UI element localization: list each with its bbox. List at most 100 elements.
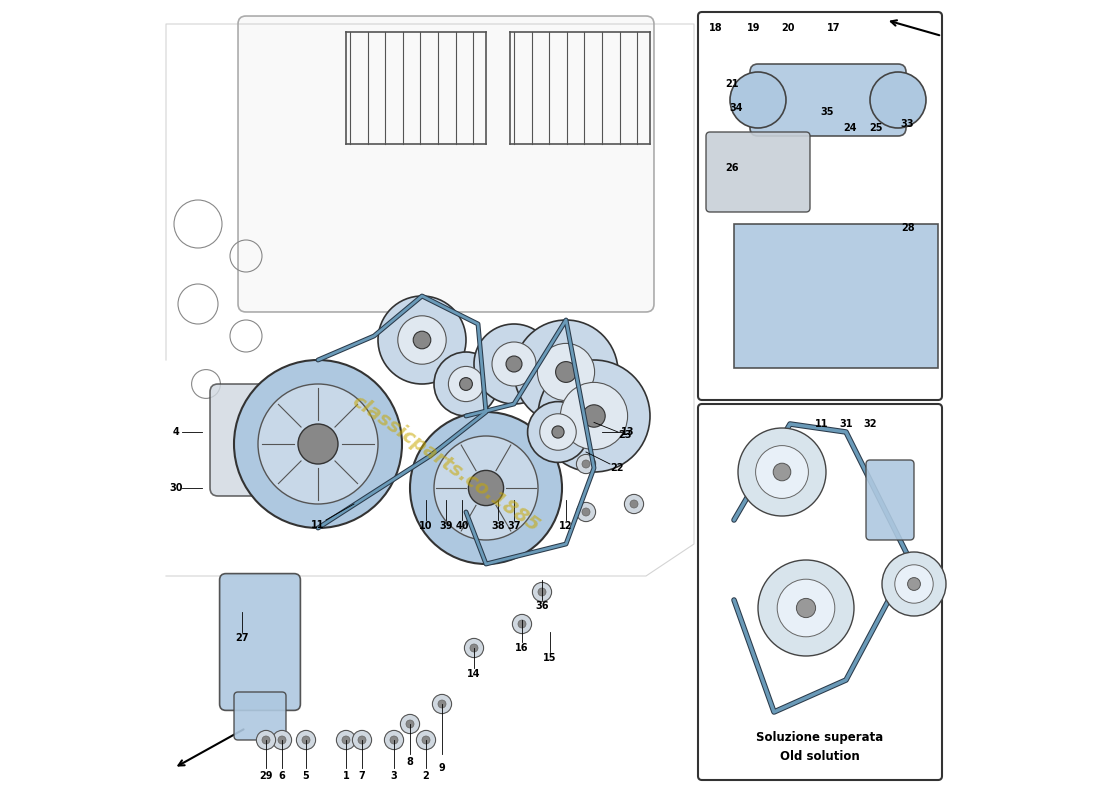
Circle shape [410, 412, 562, 564]
Circle shape [538, 588, 546, 596]
Circle shape [630, 500, 638, 508]
Circle shape [422, 736, 430, 744]
Circle shape [908, 578, 921, 590]
Text: Old solution: Old solution [780, 750, 859, 762]
Text: 36: 36 [536, 601, 549, 611]
Circle shape [342, 736, 350, 744]
Circle shape [432, 694, 452, 714]
Circle shape [470, 644, 478, 652]
Text: 31: 31 [839, 419, 853, 429]
Circle shape [298, 424, 338, 464]
Circle shape [460, 378, 472, 390]
Circle shape [337, 730, 355, 750]
Text: 10: 10 [419, 521, 432, 531]
Circle shape [398, 316, 447, 364]
Circle shape [278, 736, 286, 744]
Circle shape [384, 730, 404, 750]
Text: 15: 15 [543, 653, 557, 663]
Text: 27: 27 [235, 633, 249, 643]
Circle shape [492, 342, 536, 386]
Text: 3: 3 [390, 771, 397, 782]
Circle shape [540, 414, 576, 450]
Text: 6: 6 [278, 771, 285, 782]
Text: 11: 11 [815, 419, 828, 429]
Circle shape [738, 428, 826, 516]
Circle shape [234, 360, 402, 528]
Circle shape [576, 454, 595, 474]
Circle shape [576, 502, 595, 522]
Text: 35: 35 [821, 107, 835, 117]
Circle shape [552, 426, 564, 438]
Circle shape [778, 579, 835, 637]
Circle shape [449, 366, 484, 402]
Circle shape [758, 560, 854, 656]
Circle shape [406, 720, 414, 728]
Circle shape [882, 552, 946, 616]
FancyBboxPatch shape [698, 404, 942, 780]
Text: 14: 14 [468, 669, 481, 679]
Circle shape [400, 714, 419, 734]
Circle shape [464, 638, 484, 658]
Circle shape [469, 470, 504, 506]
Circle shape [390, 736, 398, 744]
Text: 28: 28 [901, 223, 914, 233]
Circle shape [513, 614, 531, 634]
Text: 5: 5 [302, 771, 309, 782]
Circle shape [625, 494, 644, 514]
Circle shape [894, 565, 933, 603]
Circle shape [273, 730, 292, 750]
Circle shape [518, 620, 526, 628]
Text: 18: 18 [708, 23, 723, 33]
Text: 32: 32 [864, 419, 877, 429]
Text: 30: 30 [169, 483, 183, 493]
Text: 40: 40 [455, 521, 469, 531]
Text: 23: 23 [618, 430, 631, 440]
Circle shape [556, 362, 576, 382]
Circle shape [258, 384, 378, 504]
Text: 24: 24 [844, 123, 857, 133]
Text: 19: 19 [747, 23, 761, 33]
Circle shape [582, 460, 590, 468]
Circle shape [434, 352, 498, 416]
Circle shape [506, 356, 522, 372]
Text: Soluzione superata: Soluzione superata [756, 731, 883, 744]
Text: 25: 25 [869, 123, 882, 133]
Text: 11: 11 [311, 520, 324, 530]
FancyBboxPatch shape [234, 692, 286, 740]
Circle shape [358, 736, 366, 744]
Circle shape [434, 436, 538, 540]
Circle shape [438, 700, 446, 708]
Text: 29: 29 [260, 771, 273, 782]
Text: 21: 21 [725, 79, 738, 89]
Text: 12: 12 [559, 521, 573, 531]
Text: classicparts.co.1885: classicparts.co.1885 [349, 392, 543, 536]
Text: 2: 2 [422, 771, 429, 782]
Circle shape [538, 343, 595, 401]
Text: 13: 13 [621, 427, 635, 437]
FancyBboxPatch shape [210, 384, 338, 496]
Circle shape [514, 320, 618, 424]
Circle shape [352, 730, 372, 750]
Text: 33: 33 [901, 119, 914, 129]
Text: 1: 1 [342, 771, 350, 782]
Text: 39: 39 [439, 521, 453, 531]
Circle shape [296, 730, 316, 750]
Text: 22: 22 [610, 462, 624, 473]
Circle shape [414, 331, 431, 349]
Text: 16: 16 [515, 643, 529, 653]
FancyBboxPatch shape [750, 64, 906, 136]
Polygon shape [734, 224, 938, 368]
Circle shape [378, 296, 466, 384]
FancyBboxPatch shape [698, 12, 942, 400]
Circle shape [773, 463, 791, 481]
Circle shape [474, 324, 554, 404]
Text: 17: 17 [827, 23, 840, 33]
Text: 26: 26 [725, 163, 738, 173]
Circle shape [262, 736, 270, 744]
Text: 9: 9 [439, 763, 446, 774]
Text: 4: 4 [173, 427, 179, 437]
Circle shape [302, 736, 310, 744]
Circle shape [583, 405, 605, 427]
Text: 38: 38 [492, 521, 505, 531]
Circle shape [532, 582, 551, 602]
